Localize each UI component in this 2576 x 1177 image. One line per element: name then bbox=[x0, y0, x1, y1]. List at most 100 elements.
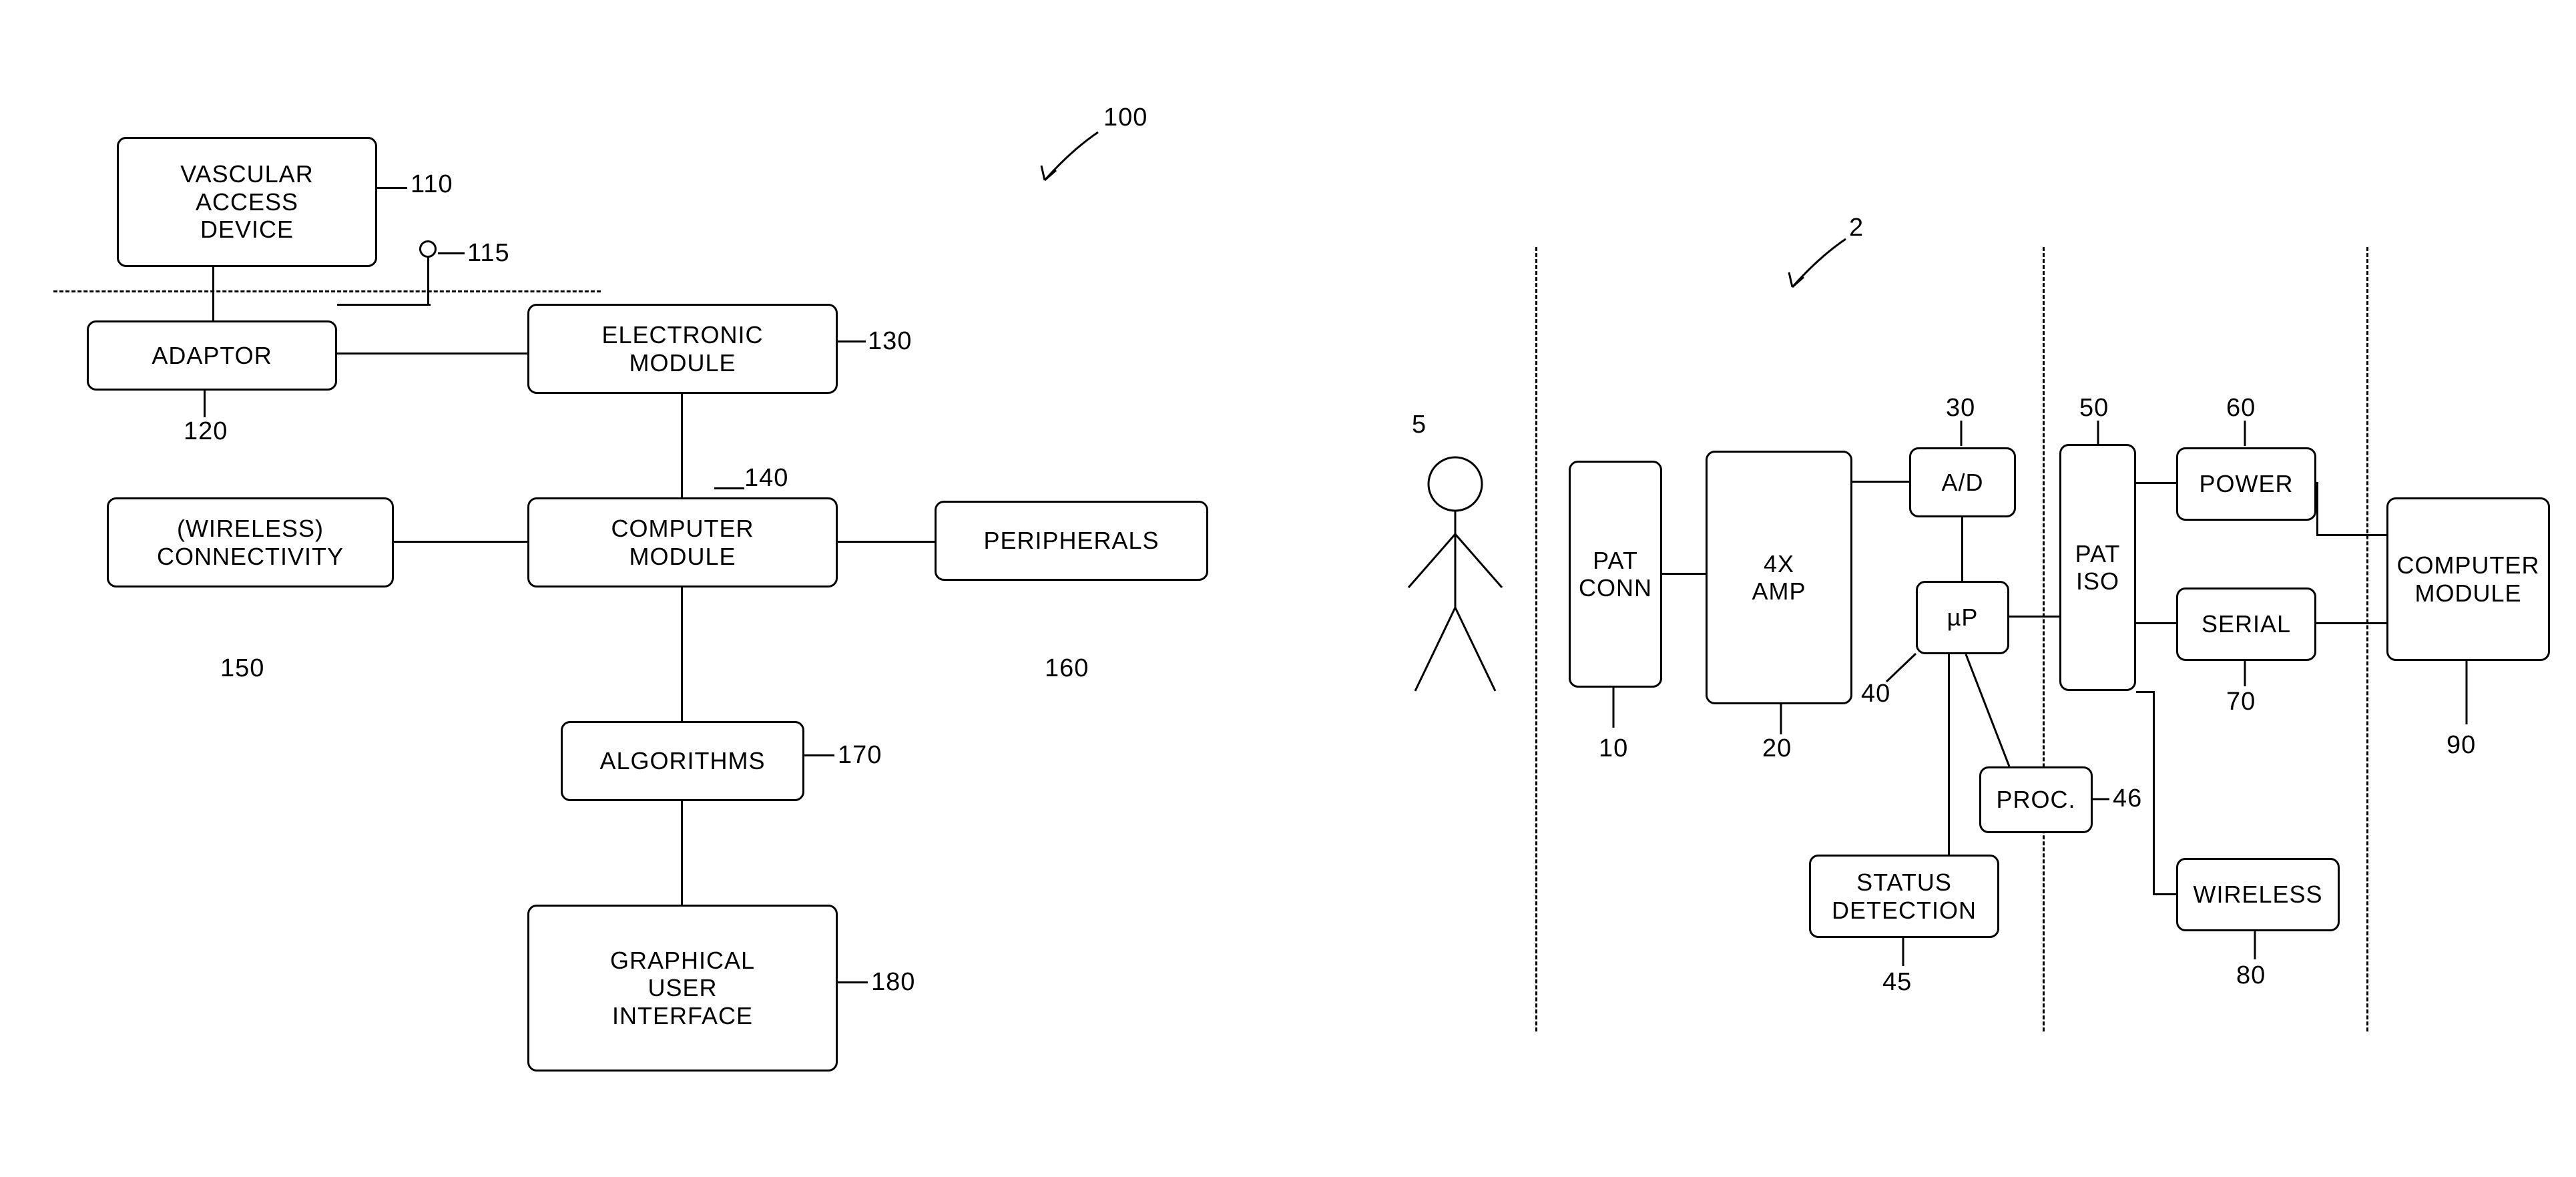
diagram-container: 100 VASCULAR ACCESS DEVICE 110 ADAPTOR 1… bbox=[0, 0, 2576, 1177]
edge-adaptor-emod bbox=[337, 352, 527, 355]
label-amp: 4X AMP bbox=[1752, 550, 1806, 606]
box-serial: SERIAL bbox=[2176, 587, 2316, 661]
box-up: µP bbox=[1916, 581, 2009, 654]
box-patconn: PAT CONN bbox=[1569, 461, 1662, 688]
ref-60: 60 bbox=[2226, 394, 2256, 423]
edge-algo-gui bbox=[681, 801, 683, 905]
edge-up-proc bbox=[1963, 654, 2023, 771]
lead-20 bbox=[1769, 704, 1796, 741]
ref-160: 160 bbox=[1045, 654, 1089, 683]
ref-115: 115 bbox=[467, 239, 510, 268]
lead-90 bbox=[2458, 661, 2478, 728]
edge-wconn-cmod bbox=[394, 541, 527, 543]
edge-patiso-down bbox=[2153, 691, 2155, 893]
ref-110: 110 bbox=[411, 170, 453, 199]
ref-180: 180 bbox=[871, 968, 915, 997]
lead-45 bbox=[1894, 938, 1914, 971]
edge-patiso-serial bbox=[2136, 622, 2176, 624]
label-ad: A/D bbox=[1941, 469, 1983, 496]
arrow-100 bbox=[1035, 127, 1115, 194]
lead-140 bbox=[714, 487, 744, 489]
edge-cmod-algo bbox=[681, 587, 683, 721]
edge-serial-cmod bbox=[2316, 622, 2386, 624]
ref-120: 120 bbox=[184, 417, 228, 446]
lead-60 bbox=[2236, 421, 2256, 451]
edge-down-wireless bbox=[2153, 893, 2176, 895]
lead-110 bbox=[377, 187, 407, 189]
box-power: POWER bbox=[2176, 447, 2316, 521]
box-amp: 4X AMP bbox=[1706, 451, 1852, 704]
box-algo: ALGORITHMS bbox=[561, 721, 804, 801]
edge-patiso-power bbox=[2136, 482, 2176, 484]
edge-patconn-amp bbox=[1662, 573, 1706, 575]
box-ad: A/D bbox=[1909, 447, 2016, 517]
box-gui: GRAPHICAL USER INTERFACE bbox=[527, 905, 838, 1072]
box-wconn: (WIRELESS) CONNECTIVITY bbox=[107, 497, 394, 587]
edge-vad-adaptor bbox=[212, 267, 214, 320]
edge-up-status-v bbox=[1948, 654, 1950, 855]
lead-30 bbox=[1953, 421, 1973, 451]
box-proc: PROC. bbox=[1979, 766, 2093, 833]
box-vad: VASCULAR ACCESS DEVICE bbox=[117, 137, 377, 267]
box-adaptor: ADAPTOR bbox=[87, 320, 337, 391]
ref-10: 10 bbox=[1599, 734, 1628, 763]
label-status: STATUS DETECTION bbox=[1832, 869, 1977, 924]
ref-46: 46 bbox=[2113, 784, 2142, 813]
label-patiso: PAT ISO bbox=[2075, 540, 2121, 596]
label-proc: PROC. bbox=[1996, 786, 2075, 813]
ref-170: 170 bbox=[838, 741, 882, 770]
label-wconn: (WIRELESS) CONNECTIVITY bbox=[157, 515, 344, 570]
ref-50: 50 bbox=[2079, 394, 2109, 423]
lead-80 bbox=[2246, 931, 2266, 965]
lead-170 bbox=[804, 754, 834, 756]
lead-50 bbox=[2089, 421, 2109, 447]
dash-v1 bbox=[1535, 247, 1537, 1031]
sensor-stick bbox=[427, 255, 429, 304]
edge-amp-ad bbox=[1852, 481, 1909, 483]
arrow-2 bbox=[1782, 234, 1862, 300]
label-wireless: WIRELESS bbox=[2193, 881, 2322, 908]
lead-180 bbox=[838, 981, 868, 983]
lead-115 bbox=[438, 252, 465, 254]
label-power: POWER bbox=[2199, 470, 2293, 497]
ref-90: 90 bbox=[2446, 731, 2476, 760]
lead-46 bbox=[2093, 796, 2113, 802]
box-wireless: WIRELESS bbox=[2176, 858, 2340, 931]
label-serial: SERIAL bbox=[2202, 610, 2291, 638]
ref-45: 45 bbox=[1882, 968, 1912, 997]
lead-130 bbox=[838, 340, 866, 342]
box-status: STATUS DETECTION bbox=[1809, 855, 1999, 938]
box-periph: PERIPHERALS bbox=[935, 501, 1208, 581]
ref-130: 130 bbox=[868, 327, 912, 356]
lead-120 bbox=[204, 391, 206, 417]
ref-150: 150 bbox=[220, 654, 264, 683]
sensor-circle bbox=[419, 240, 437, 258]
lead-40 bbox=[1882, 651, 1922, 688]
label-cmod-l: COMPUTER MODULE bbox=[611, 515, 754, 570]
box-emod: ELECTRONIC MODULE bbox=[527, 304, 838, 394]
edge-power-down bbox=[2316, 482, 2318, 535]
dash-v3 bbox=[2366, 247, 2368, 1031]
label-periph: PERIPHERALS bbox=[983, 527, 1159, 554]
label-emod: ELECTRONIC MODULE bbox=[601, 321, 763, 377]
label-gui: GRAPHICAL USER INTERFACE bbox=[610, 947, 755, 1029]
edge-power-right bbox=[2316, 534, 2386, 536]
lead-70 bbox=[2236, 661, 2256, 691]
edge-cmod-periph bbox=[838, 541, 935, 543]
edge-emod-cmod bbox=[681, 394, 683, 497]
box-patiso: PAT ISO bbox=[2059, 444, 2136, 691]
edge-up-patiso bbox=[2009, 616, 2059, 618]
lead-10 bbox=[1599, 688, 1625, 734]
edge-sensor-h bbox=[337, 304, 431, 306]
edge-patiso-tee bbox=[2136, 691, 2155, 693]
dash-v2 bbox=[2043, 247, 2045, 1031]
ref-30: 30 bbox=[1946, 394, 1975, 423]
label-patconn: PAT CONN bbox=[1579, 547, 1652, 602]
ref-5: 5 bbox=[1412, 411, 1427, 439]
dash-separator-left bbox=[53, 290, 601, 292]
label-adaptor: ADAPTOR bbox=[152, 342, 272, 369]
ref-70: 70 bbox=[2226, 688, 2256, 716]
label-algo: ALGORITHMS bbox=[599, 747, 765, 774]
ref-140: 140 bbox=[744, 464, 788, 493]
box-cmod-l: COMPUTER MODULE bbox=[527, 497, 838, 587]
